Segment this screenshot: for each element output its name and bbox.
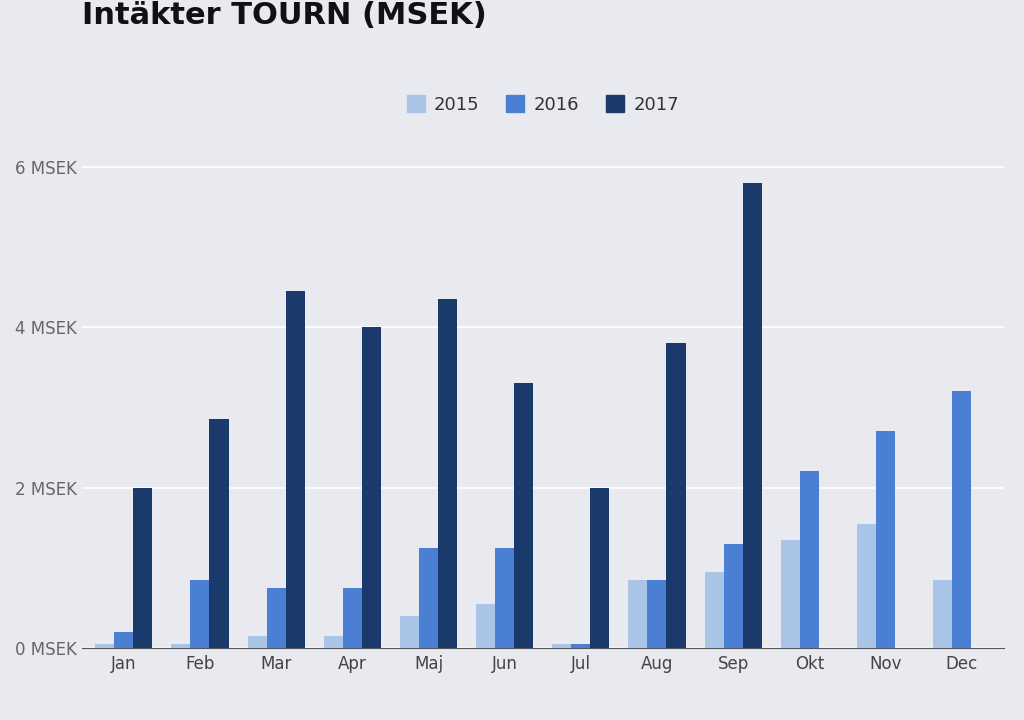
Bar [266, 588, 286, 648]
Bar [400, 616, 419, 648]
Bar [361, 327, 381, 648]
Bar [324, 636, 343, 648]
Bar [800, 472, 819, 648]
Bar [343, 588, 361, 648]
Bar [571, 644, 590, 648]
Bar [514, 383, 534, 648]
Bar [667, 343, 685, 648]
Bar [95, 644, 115, 648]
Bar [115, 632, 133, 648]
Bar [590, 487, 609, 648]
Bar [933, 580, 952, 648]
Bar [248, 636, 266, 648]
Bar [742, 183, 762, 648]
Bar [286, 291, 305, 648]
Bar [724, 544, 742, 648]
Bar [629, 580, 647, 648]
Legend: 2015, 2016, 2017: 2015, 2016, 2017 [407, 96, 679, 114]
Bar [780, 540, 800, 648]
Bar [419, 548, 438, 648]
Bar [210, 419, 228, 648]
Bar [876, 431, 895, 648]
Bar [476, 604, 496, 648]
Bar [190, 580, 210, 648]
Bar [133, 487, 153, 648]
Bar [496, 548, 514, 648]
Bar [171, 644, 190, 648]
Bar [705, 572, 724, 648]
Bar [952, 391, 971, 648]
Bar [857, 523, 876, 648]
Bar [552, 644, 571, 648]
Text: Intäkter TOURN (MSEK): Intäkter TOURN (MSEK) [82, 1, 486, 30]
Bar [647, 580, 667, 648]
Bar [438, 299, 457, 648]
